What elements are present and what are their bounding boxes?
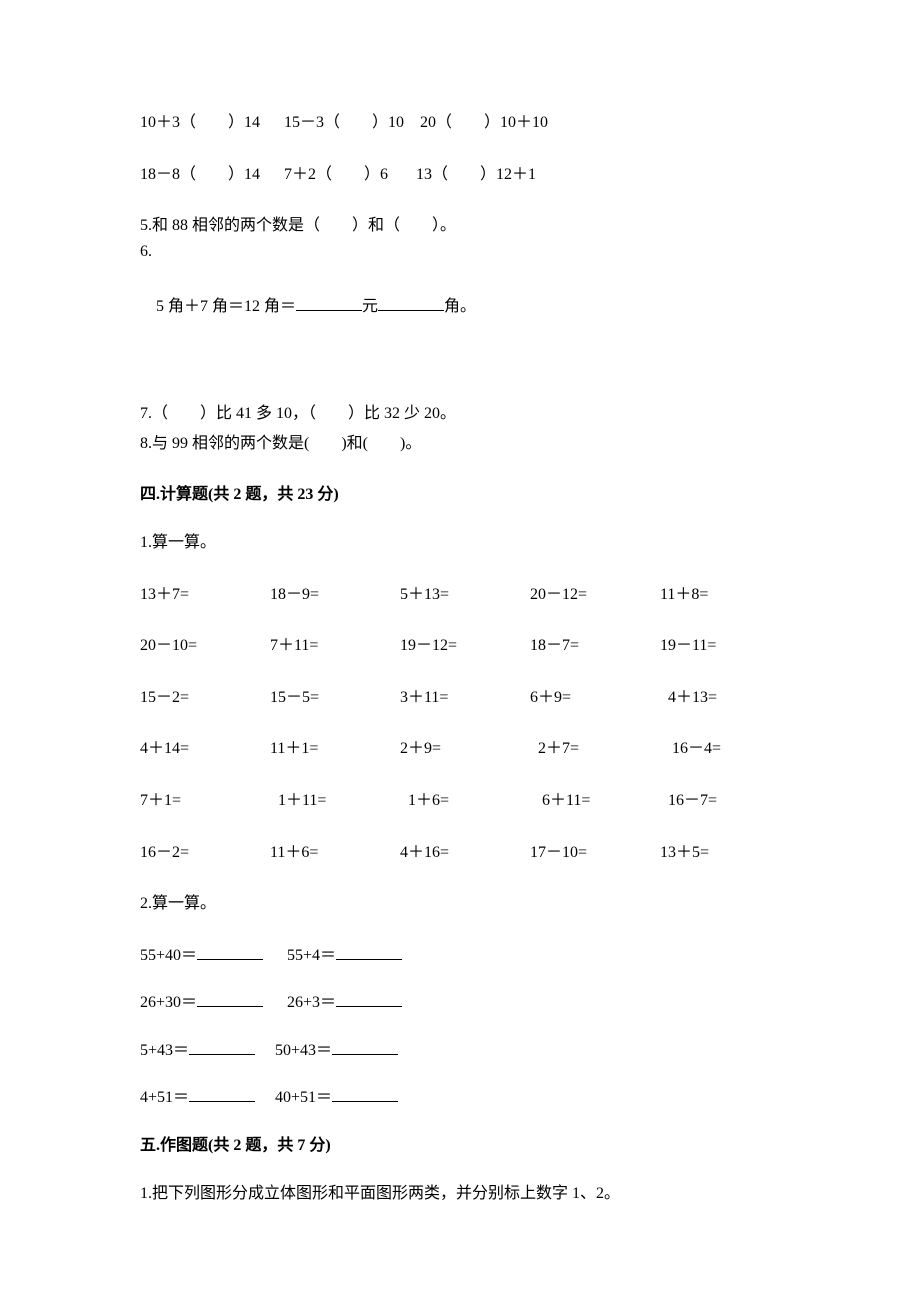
calc-cell: 15－5= <box>270 685 400 711</box>
calc-cell: 1＋6= <box>400 788 530 814</box>
cmp-2a: 18－8（ ）14 <box>140 166 260 183</box>
compare-row-2: 18－8（ ）14 7＋2（ ）6 13（ ）12＋1 <box>140 162 790 188</box>
section-4-heading: 四.计算题(共 2 题，共 23 分) <box>140 482 790 508</box>
calc2-pair: 26+30＝ 26+3＝ <box>140 990 790 1016</box>
calc-cell: 5＋13= <box>400 582 530 608</box>
calc-cell: 3＋11= <box>400 685 530 711</box>
calc-cell: 18－7= <box>530 633 660 659</box>
question-7: 7.（ ）比 41 多 10，（ ）比 32 少 20。 <box>140 401 790 427</box>
calc-cell: 6＋9= <box>530 685 660 711</box>
q6-mid: 元 <box>362 298 378 315</box>
section-5-heading: 五.作图题(共 2 题，共 7 分) <box>140 1133 790 1159</box>
blank <box>197 990 263 1007</box>
calc-cell: 7＋1= <box>140 788 270 814</box>
cmp-1c: 20（ ）10＋10 <box>420 114 548 131</box>
calc-cell: 2＋9= <box>400 736 530 762</box>
sec4-q1-label: 1.算一算。 <box>140 530 790 556</box>
calc2-b: 26+3＝ <box>287 994 336 1011</box>
sec4-q2-label: 2.算一算。 <box>140 891 790 917</box>
q6-prefix: 5 角＋7 角＝12 角＝ <box>156 298 296 315</box>
calc-cell: 2＋7= <box>530 736 660 762</box>
blank <box>336 943 402 960</box>
blank <box>197 943 263 960</box>
calc-cell: 7＋11= <box>270 633 400 659</box>
calc-cell: 20－10= <box>140 633 270 659</box>
calc-cell: 19－11= <box>660 633 790 659</box>
q6-blank-1 <box>296 294 362 311</box>
calc2-a: 5+43＝ <box>140 1042 189 1059</box>
calc-grid: 13＋7= 18－9= 5＋13= 20－12= 11＋8= 20－10= 7＋… <box>140 582 790 866</box>
vertical-spacer <box>140 371 790 401</box>
blank <box>332 1038 398 1055</box>
question-5: 5.和 88 相邻的两个数是（ ）和（ ）。 <box>140 213 790 239</box>
compare-row-1: 10＋3（ ）14 15－3（ ）10 20（ ）10＋10 <box>140 110 790 136</box>
calc2-pair: 55+40＝ 55+4＝ <box>140 943 790 969</box>
calc-cell: 4＋16= <box>400 840 530 866</box>
calc-cell: 11＋8= <box>660 582 790 608</box>
question-8: 8.与 99 相邻的两个数是( )和( )。 <box>140 431 790 457</box>
calc2-a: 26+30＝ <box>140 994 197 1011</box>
calc-cell: 13＋7= <box>140 582 270 608</box>
calc-cell: 4＋14= <box>140 736 270 762</box>
cmp-1a: 10＋3（ ）14 <box>140 114 260 131</box>
calc-cell: 19－12= <box>400 633 530 659</box>
q6-suffix: 角。 <box>444 298 476 315</box>
blank <box>189 1038 255 1055</box>
calc2-pair: 5+43＝ 50+43＝ <box>140 1038 790 1064</box>
cmp-1b: 15－3（ ）10 <box>284 114 404 131</box>
calc-cell: 15－2= <box>140 685 270 711</box>
calc-cell: 11＋1= <box>270 736 400 762</box>
calc-cell: 20－12= <box>530 582 660 608</box>
calc-cell: 16－7= <box>660 788 790 814</box>
q6-blank-2 <box>378 294 444 311</box>
calc-cell: 13＋5= <box>660 840 790 866</box>
cmp-2c: 13（ ）12＋1 <box>416 166 536 183</box>
sec5-q1: 1.把下列图形分成立体图形和平面图形两类，并分别标上数字 1、2。 <box>140 1181 790 1207</box>
calc2-pair: 4+51＝ 40+51＝ <box>140 1085 790 1111</box>
blank <box>189 1085 255 1102</box>
calc2-a: 55+40＝ <box>140 947 197 964</box>
calc2-b: 50+43＝ <box>275 1042 332 1059</box>
calc-cell: 4＋13= <box>660 685 790 711</box>
question-6-line: 5 角＋7 角＝12 角＝ 元 角。 <box>140 268 790 345</box>
calc2-b: 40+51＝ <box>275 1089 332 1106</box>
calc-cell: 6＋11= <box>530 788 660 814</box>
worksheet-page: 10＋3（ ）14 15－3（ ）10 20（ ）10＋10 18－8（ ）14… <box>0 0 920 1302</box>
calc-cell: 16－2= <box>140 840 270 866</box>
calc2-a: 4+51＝ <box>140 1089 189 1106</box>
blank <box>336 990 402 1007</box>
cmp-2b: 7＋2（ ）6 <box>284 166 388 183</box>
calc-cell: 11＋6= <box>270 840 400 866</box>
question-6-label: 6. <box>140 239 790 265</box>
calc-cell: 18－9= <box>270 582 400 608</box>
calc2-block: 55+40＝ 55+4＝ 26+30＝ 26+3＝ 5+43＝ 50+43＝ 4… <box>140 943 790 1111</box>
calc-cell: 17－10= <box>530 840 660 866</box>
calc-cell: 16－4= <box>660 736 790 762</box>
blank <box>332 1085 398 1102</box>
calc-cell: 1＋11= <box>270 788 400 814</box>
calc2-b: 55+4＝ <box>287 947 336 964</box>
